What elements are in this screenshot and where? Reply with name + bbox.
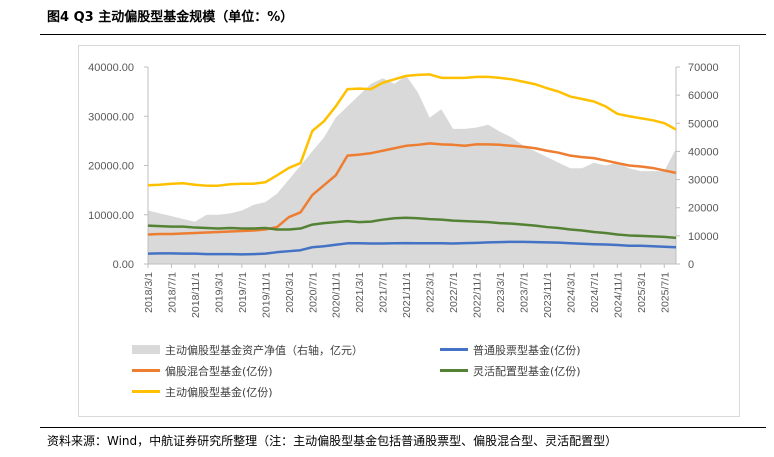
x-tick-label: 2018/11/1	[190, 272, 202, 318]
x-tick-label: 2025/7/1	[659, 272, 671, 313]
x-tick-label: 2023/11/1	[542, 272, 554, 318]
x-tick-label: 2023/3/1	[495, 272, 507, 313]
y-left-tick-label: 0.00	[113, 259, 134, 271]
x-tick-label: 2020/3/1	[284, 272, 296, 313]
y-right-tick-label: 40000	[688, 146, 719, 158]
y-right-tick-label: 20000	[688, 203, 719, 215]
x-tick-label: 2018/7/1	[166, 272, 178, 313]
x-tick-label: 2024/3/1	[565, 272, 577, 313]
series-line-1	[147, 142, 677, 236]
x-tick-label: 2019/11/1	[260, 272, 272, 318]
x-tick-label: 2021/7/1	[378, 272, 390, 313]
x-tick-label: 2021/11/1	[401, 272, 413, 318]
source-note: 资料来源：Wind，中航证券研究所整理（注：主动偏股型基金包括普通股票型、偏股混…	[47, 434, 618, 448]
chart-frame	[78, 45, 740, 417]
x-tick-label: 2023/7/1	[518, 272, 530, 313]
x-tick-label: 2024/7/1	[589, 272, 601, 313]
y-right-tick-label: 10000	[688, 231, 719, 243]
legend-label: 普通股票型基金(亿份)	[473, 343, 581, 357]
area-net-asset	[148, 75, 676, 264]
y-left-tick-label: 10000.00	[88, 210, 134, 222]
x-tick-label: 2022/7/1	[448, 272, 460, 313]
series-line-0	[147, 240, 677, 256]
line-layer	[147, 73, 677, 256]
figure-title: 图4 Q3 主动偏股型基金规模（单位：%）	[47, 10, 294, 25]
legend-swatch	[132, 345, 160, 354]
legend-label: 主动偏股型基金资产净值（右轴，亿元）	[165, 343, 363, 357]
y-left-tick-label: 20000.00	[88, 161, 134, 173]
y-right-tick-label: 50000	[688, 118, 719, 130]
x-tick-label: 2019/3/1	[213, 272, 225, 313]
x-tick-label: 2022/11/1	[472, 272, 484, 318]
y-right-tick-label: 0	[688, 259, 694, 271]
x-tick-label: 2020/11/1	[331, 272, 343, 318]
legend-label: 主动偏股型基金(亿份)	[165, 385, 273, 399]
bottom-rule	[40, 427, 766, 428]
x-tick-label: 2022/3/1	[425, 272, 437, 313]
x-tick-label: 2021/3/1	[354, 272, 366, 313]
y-right-tick-label: 60000	[688, 90, 719, 102]
legend: 主动偏股型基金资产净值（右轴，亿元） 普通股票型基金(亿份) 偏股混合型基金(亿份)…	[132, 343, 581, 399]
axis-layer: 0.00 10000.00 20000.00 30000.00 40000.00 0 100…	[88, 62, 718, 318]
area-layer	[148, 75, 676, 264]
x-tick-label: 2025/3/1	[636, 272, 648, 313]
series-line-2	[147, 216, 677, 240]
series-line-3	[147, 73, 677, 187]
y-right-tick-label: 70000	[688, 62, 719, 74]
x-tick-label: 2019/7/1	[237, 272, 249, 313]
legend-label: 偏股混合型基金(亿份)	[165, 364, 273, 378]
y-left-tick-label: 30000.00	[88, 111, 134, 123]
y-left-tick-label: 40000.00	[88, 62, 134, 74]
x-tick-label: 2018/3/1	[143, 272, 155, 313]
x-tick-label: 2024/11/1	[612, 272, 624, 318]
y-right-tick-label: 30000	[688, 175, 719, 187]
x-tick-label: 2020/7/1	[307, 272, 319, 313]
legend-label: 灵活配置型基金(亿份)	[473, 364, 581, 378]
top-rule	[40, 34, 766, 35]
